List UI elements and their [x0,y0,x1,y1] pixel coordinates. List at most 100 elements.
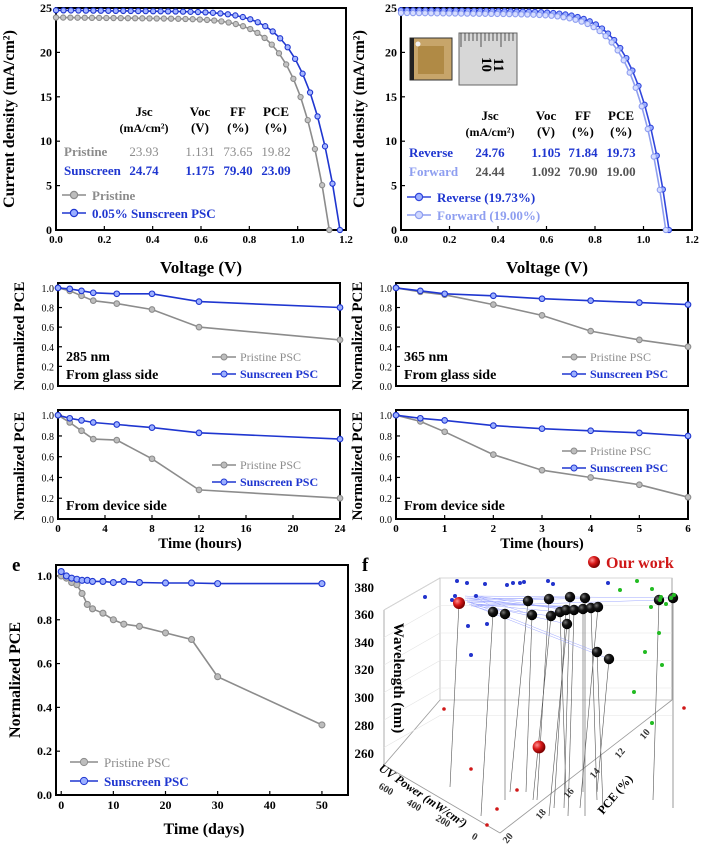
x-tick-label: 1 [442,523,448,535]
panel-b-th-pce: PCE [608,108,634,123]
x-tick-label: 1.2 [685,234,699,246]
legend-marker-pristine [69,190,79,200]
panel-c-bottom-series-1-point [336,435,344,443]
panel-a-series-1-point [232,12,239,19]
panel-f-projection-point [606,581,610,585]
panel-f-projection-point [442,707,446,711]
x-tick-label: 2 [491,523,497,535]
panel-c-bottom-series-0-point [89,435,97,443]
panel-d-top-series-0-point [538,312,546,319]
x-tick-label: 0.8 [588,234,602,246]
y-tick-label: 0.4 [380,473,393,484]
panel-b-series-1-point [415,10,423,17]
panel-e-legend-sunscreen: Sunscreen PSC [104,774,189,789]
panel-a-jv-curves: 0.0 0.2 0.4 0.6 0.8 1.0 1.2 0 5 10 15 20 25 Current … [1,1,353,277]
panel-b-legend: Reverse (19.73%) Forward (19.00%) [407,190,540,223]
panel-e-series-1-point [188,579,196,587]
panel-f-ztick-340: 340 [355,635,375,650]
x-tick-label: 8 [149,523,155,535]
panel-f-ytick-14: 14 [588,766,603,781]
panel-c-bottom-series-0-point [113,436,121,444]
panel-f-literature-point [568,604,580,616]
panel-b-row-reverse-pce: 19.73 [606,145,636,160]
x-tick-label: 20 [288,523,300,535]
panel-c-top-series-1-point [89,289,97,297]
panel-f-ztick-260: 260 [355,746,375,761]
panel-d-bottom-series-1-point [441,417,449,424]
panel-f-ztick-380: 380 [355,580,375,595]
y-tick-label: 0.8 [42,304,55,315]
panel-b-series-1-point [433,10,441,17]
panel-c-top-series-1-point [148,290,156,298]
panel-f-gridline [383,632,441,666]
panel-b-series-1-point [421,10,429,17]
panel-a-series-1-point [336,226,344,234]
panel-d-top-series-1-line [395,287,689,306]
panel-c-top-ylabel: Normalized PCE [12,282,28,391]
y-tick-label: 5 [391,179,397,193]
panel-b-series-1-point [560,14,567,21]
legend-marker-sunscreen [220,370,228,378]
panel-c-bottom-series-0-point [195,486,203,494]
panel-b-series-1-point [602,32,609,40]
panel-c-top-series-1-point [66,285,74,293]
x-tick-label: 0 [55,523,61,535]
panel-f-3d-comparison: f 380 360 340 320 300 280 260 Wavelength… [355,555,686,846]
panel-e-long-term-stability: e 0 10 20 30 40 50 0.0 0.2 0.4 0.6 0.8 1.0 Normaliz… [7,555,349,838]
panel-a-series-1-point [284,44,291,51]
panel-d-bottom-series-1-line [395,414,689,437]
panel-f-ylabel: PCE (%) [595,772,636,817]
y-tick-label: 0.8 [380,432,393,443]
panel-b-series-1-point [632,84,639,91]
panel-e-ylabel: Normalized PCE [7,622,24,738]
panel-f-projection [470,599,660,607]
panel-b-series-1-point [620,57,627,64]
y-tick-label: 25 [385,1,397,15]
panel-b-row-reverse-jsc: 24.76 [475,145,505,160]
panel-f-literature-point [591,646,603,658]
panel-b-series-1-point [452,10,459,17]
panel-f-projection-point [672,593,676,597]
panel-b-series-1-point [548,12,555,19]
panel-a-series-1-point [217,10,224,17]
panel-b-row-reverse-voc: 1.105 [531,145,561,160]
panel-e-legend: Pristine PSC Sunscreen PSC [70,755,189,789]
panel-a-series-0-point [146,15,153,22]
panel-f-literature-point [579,592,591,604]
panel-f-our-work-point [532,740,546,754]
panel-c-stability-285nm: 0.0 0.2 0.4 0.6 0.8 1.0 0 4 8 12 16 20 24 0.0 0.2 0.4 0.… [12,282,346,552]
panel-e-series-0-point [188,635,196,644]
panel-f-literature-point [545,610,557,622]
panel-f-literature-point [522,595,534,607]
panel-b-series-1-point [644,125,651,133]
x-tick-label: 0.6 [540,234,554,246]
panel-a-series-0-point [81,14,88,21]
y-tick-label: 0.0 [380,382,393,393]
panel-f-projection [476,597,506,615]
y-tick-label: 0.6 [380,453,393,464]
panel-f-ztick-320: 320 [355,662,375,677]
panel-f-projection-point [450,598,454,602]
y-tick-label: 1.0 [37,569,52,583]
panel-c-wavelength-label: 285 nm [66,350,110,365]
panel-f-projection-point [682,706,686,710]
panel-f-projection-point [511,581,515,585]
legend-marker-pristine [570,353,578,361]
panel-a-series-0-point [318,182,326,189]
panel-b-series-1-point [614,47,621,54]
panel-a-row-pristine-label: Pristine [64,144,108,159]
x-tick-label: 12 [194,523,206,535]
panel-b-row-forward-label: Forward [409,164,459,179]
panel-a-row-pristine-voc: 1.131 [185,144,214,159]
panel-f-gridline [383,687,441,721]
panel-a-series-1-point [90,7,97,14]
panel-d-bottom-side-label: From device side [404,499,505,514]
panel-f-projection [464,599,598,653]
panel-d-bottom-series-1-point [489,422,497,429]
y-tick-label: 0.8 [42,432,55,443]
panel-d-top-series-1-point [538,295,546,303]
panel-f-literature-point [577,603,589,615]
panel-e-series-1-point [214,580,222,588]
panel-f-ytick-10: 10 [638,727,653,742]
x-tick-label: 6 [685,523,691,535]
